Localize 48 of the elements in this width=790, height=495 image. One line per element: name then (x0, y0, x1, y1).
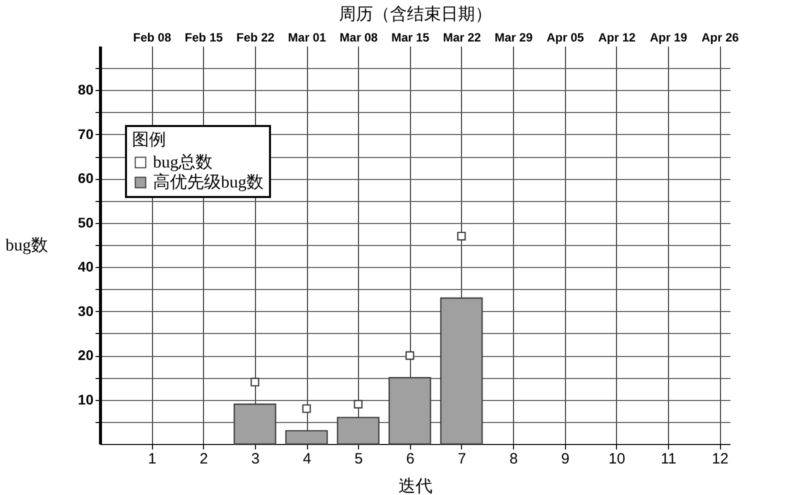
point (354, 400, 363, 409)
x2-tick-label: Mar 01 (288, 30, 326, 44)
x2-tick-label: Apr 19 (650, 30, 688, 44)
point (250, 378, 260, 386)
x2-tick-label: Apr 26 (701, 30, 740, 44)
bar (234, 404, 276, 445)
point (406, 351, 414, 360)
bar (285, 430, 328, 445)
x2-tick-label: Feb 15 (184, 30, 224, 44)
legend-label: 高优先级bug数 (153, 172, 264, 192)
y-tick-label: 30 (78, 302, 94, 319)
y-tick-label: 70 (78, 126, 94, 142)
x-tick-label: 12 (712, 450, 729, 468)
y-tick-label: 10 (78, 391, 94, 408)
x-tick-label: 2 (200, 450, 208, 468)
x2-axis-title: 周历（含结束日期） (339, 4, 492, 24)
x2-tick-label: Feb 08 (133, 30, 172, 44)
y-tick-label: 50 (78, 214, 94, 230)
x2-tick-label: Mar 15 (391, 30, 430, 44)
x2-tick-label: Apr 12 (598, 30, 636, 44)
x-tick-label: 6 (406, 450, 415, 468)
bar (440, 297, 483, 445)
bar (336, 416, 380, 445)
x-tick-label: 5 (354, 450, 363, 468)
legend-label: bug总数 (153, 152, 212, 172)
bar (388, 377, 432, 445)
x-tick-label: 8 (509, 450, 518, 468)
y-tick-label: 20 (78, 347, 94, 364)
y-tick-label: 40 (78, 258, 94, 275)
x2-tick-label: Feb 22 (236, 30, 275, 44)
x2-tick-label: Mar 22 (442, 30, 482, 44)
x2-tick-label: Apr 05 (546, 30, 584, 44)
x-tick-label: 7 (458, 450, 466, 468)
x-tick-label: 4 (302, 450, 312, 468)
point (457, 232, 466, 240)
x-tick-label: 1 (148, 450, 156, 468)
legend-title: 图例 (132, 130, 166, 149)
point (302, 404, 311, 413)
x2-tick-label: Mar 29 (494, 30, 533, 44)
x-axis-title: 迭代 (398, 476, 432, 495)
y-tick-label: 80 (78, 82, 94, 98)
y-tick-label: 60 (78, 170, 94, 186)
x-tick-label: 3 (251, 450, 260, 468)
x-tick-label: 11 (660, 450, 676, 468)
x2-tick-label: Mar 08 (340, 30, 378, 44)
y-axis-title: bug数 (6, 236, 48, 254)
x-tick-label: 9 (561, 450, 570, 468)
x-tick-label: 10 (608, 450, 626, 468)
